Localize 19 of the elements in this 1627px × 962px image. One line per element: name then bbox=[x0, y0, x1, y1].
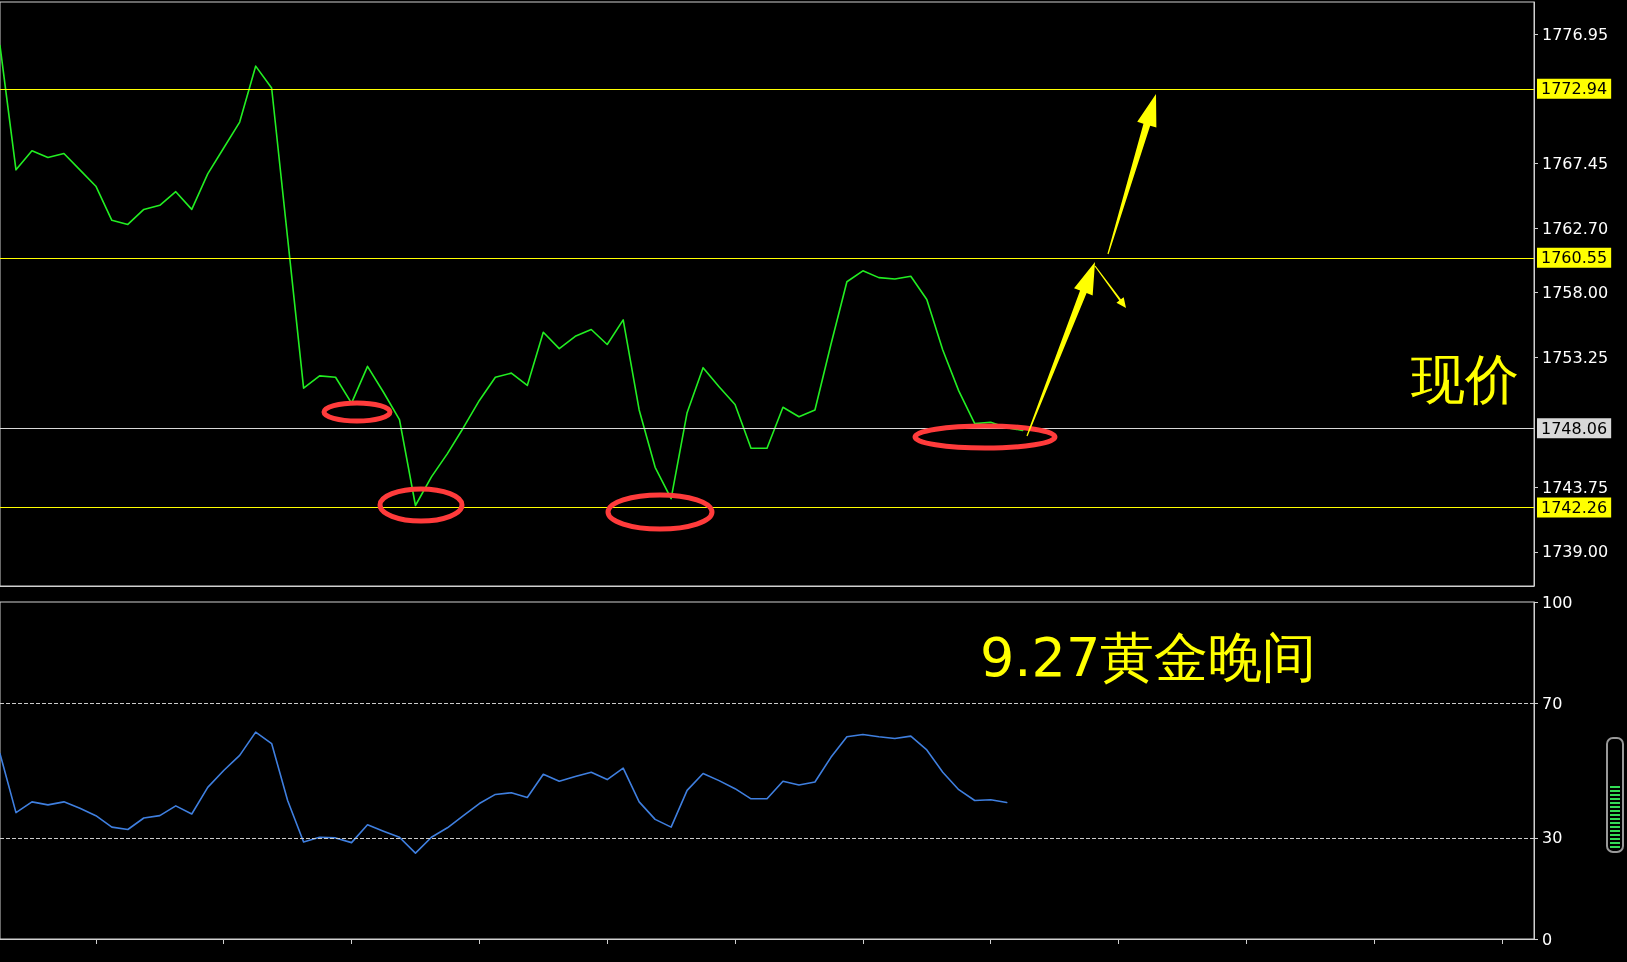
annotation: 现价 bbox=[1411, 347, 1519, 411]
y-tick-label: 70 bbox=[1542, 693, 1563, 713]
y-tick-label: 1753.25 bbox=[1542, 347, 1609, 367]
ref-line-label: 1760.55 bbox=[1541, 248, 1608, 268]
line-series bbox=[0, 731, 1008, 854]
y-tick-label: 1762.70 bbox=[1542, 219, 1609, 238]
annotation: 9.27黄金晚间 bbox=[980, 625, 1317, 689]
y-tick-label: 1767.45 bbox=[1542, 154, 1609, 174]
y-tick-label: 1743.75 bbox=[1542, 477, 1609, 497]
y-tick-label: 1739.00 bbox=[1542, 542, 1609, 562]
ref-line-label: 1772.94 bbox=[1541, 79, 1608, 99]
ref-line-label: 1748.06 bbox=[1541, 418, 1608, 438]
y-tick-label: 100 bbox=[1542, 592, 1573, 612]
y-tick-label: 1776.95 bbox=[1542, 24, 1609, 44]
y-tick-label: 30 bbox=[1542, 828, 1563, 848]
ref-line-label: 1742.26 bbox=[1541, 497, 1608, 517]
line-series bbox=[0, 44, 1024, 507]
y-tick-label: 1758.00 bbox=[1542, 283, 1609, 303]
y-tick-label: 0 bbox=[1542, 929, 1553, 949]
